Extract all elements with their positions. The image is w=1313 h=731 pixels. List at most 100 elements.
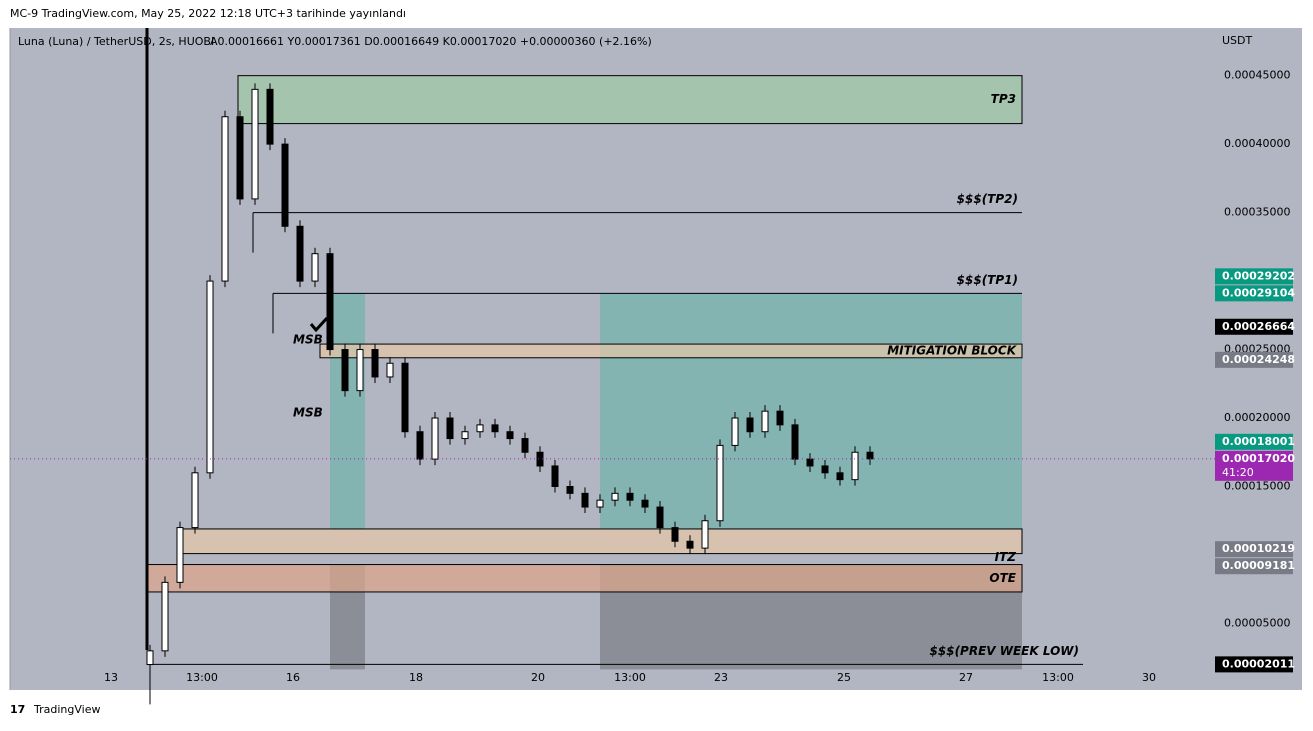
price-badge-label: 0.00018001 (1222, 435, 1295, 448)
check (309, 316, 329, 333)
x-tick-label: 23 (714, 671, 728, 684)
y-tick-label: 0.00040000 (1224, 137, 1290, 150)
candle (671, 527, 679, 542)
price-badge (1215, 450, 1293, 481)
zone (177, 528, 1023, 555)
x-tick-label: 27 (959, 671, 973, 684)
price-badge (1215, 318, 1293, 335)
msb-label: MSB (293, 333, 323, 347)
price-badge-label: 0.00024248 (1222, 353, 1295, 366)
price-badge (1215, 433, 1293, 450)
candle (266, 88, 274, 145)
candle (581, 492, 589, 508)
candle (461, 431, 469, 440)
candle (476, 424, 484, 433)
candle (251, 88, 259, 200)
candle (221, 116, 229, 282)
candle (386, 362, 394, 378)
level-label: $$$(PREV WEEK LOW) (930, 644, 1079, 658)
candle (236, 116, 244, 200)
zone (237, 75, 1023, 125)
candle (506, 431, 514, 440)
candle (641, 499, 649, 508)
candle (611, 492, 619, 501)
candle (176, 527, 184, 583)
zone (319, 343, 1023, 359)
zone (146, 564, 1023, 593)
candle (566, 485, 574, 494)
currency: USDT (1222, 34, 1253, 47)
zone-label: MITIGATION BLOCK (887, 343, 1017, 357)
candle (701, 520, 709, 549)
ohlc: A0.00016661 Y0.00017361 D0.00016649 K0.0… (210, 35, 652, 48)
y-tick-label: 0.00005000 (1224, 616, 1290, 629)
candle (746, 417, 754, 433)
candle (521, 438, 529, 453)
candle (446, 417, 454, 440)
price-badge (1215, 268, 1293, 285)
price-badge-label: 0.00002011 (1222, 657, 1295, 670)
level-label: $$$(TP1) (957, 273, 1018, 287)
y-tick-label: 0.00035000 (1224, 206, 1290, 219)
candle (371, 349, 379, 378)
candle (716, 444, 724, 522)
y-tick-label: 0.00015000 (1224, 479, 1290, 492)
level-label: $$$(TP2) (957, 192, 1018, 206)
zone-label: ITZ (995, 550, 1017, 564)
candle (731, 417, 739, 446)
price-badge (1215, 351, 1293, 368)
header-title: MC-9 TradingView.com, May 25, 2022 12:18… (10, 7, 406, 20)
zone-label: OTE (989, 571, 1016, 585)
footer-brand: TradingView (33, 703, 100, 716)
candle (356, 349, 364, 392)
candle (851, 451, 859, 481)
candle (791, 424, 799, 460)
candle (761, 410, 769, 433)
candle (281, 143, 289, 227)
candle (836, 472, 844, 481)
candle (311, 253, 319, 282)
candle (326, 253, 334, 351)
candle (191, 472, 199, 529)
candle (401, 362, 409, 433)
symbol: Luna (Luna) / TetherUSD, 2s, HUOBI (18, 35, 214, 48)
price-badge-label: 0.00010219 (1222, 542, 1295, 555)
msb-label: MSB (293, 406, 323, 420)
x-tick-label: 30 (1142, 671, 1156, 684)
candle (206, 280, 214, 474)
x-tick-label: 18 (409, 671, 423, 684)
logo: 17 (10, 703, 25, 716)
candle (161, 581, 169, 652)
x-tick-label: 25 (837, 671, 851, 684)
candle (821, 465, 829, 474)
price-badge (1215, 541, 1293, 558)
candle (596, 499, 604, 508)
candle (491, 424, 499, 433)
price-badge-label: 0.00017020 (1222, 452, 1295, 465)
target-box (330, 293, 365, 529)
candle (551, 465, 559, 487)
price-badge-label: 0.00026664 (1222, 320, 1295, 333)
y-tick-label: 0.00020000 (1224, 411, 1290, 424)
price-badge-label: 0.00029104 (1222, 286, 1295, 299)
x-tick-label: 13:00 (186, 671, 218, 684)
candle (416, 431, 424, 460)
x-tick-label: 20 (531, 671, 545, 684)
price-badge (1215, 656, 1293, 673)
candle (296, 225, 304, 282)
candle (776, 410, 784, 426)
countdown: 41:20 (1222, 466, 1254, 479)
target-box (600, 293, 1022, 529)
candle (686, 540, 694, 549)
candle (866, 451, 874, 460)
zone-label: TP3 (991, 92, 1016, 106)
candle (656, 506, 664, 529)
y-tick-label: 0.00045000 (1224, 69, 1290, 82)
candle (341, 349, 349, 392)
price-badge (1215, 285, 1293, 302)
price-badge (1215, 558, 1293, 575)
x-tick-label: 13:00 (614, 671, 646, 684)
price-badge-label: 0.00009181 (1222, 559, 1295, 572)
